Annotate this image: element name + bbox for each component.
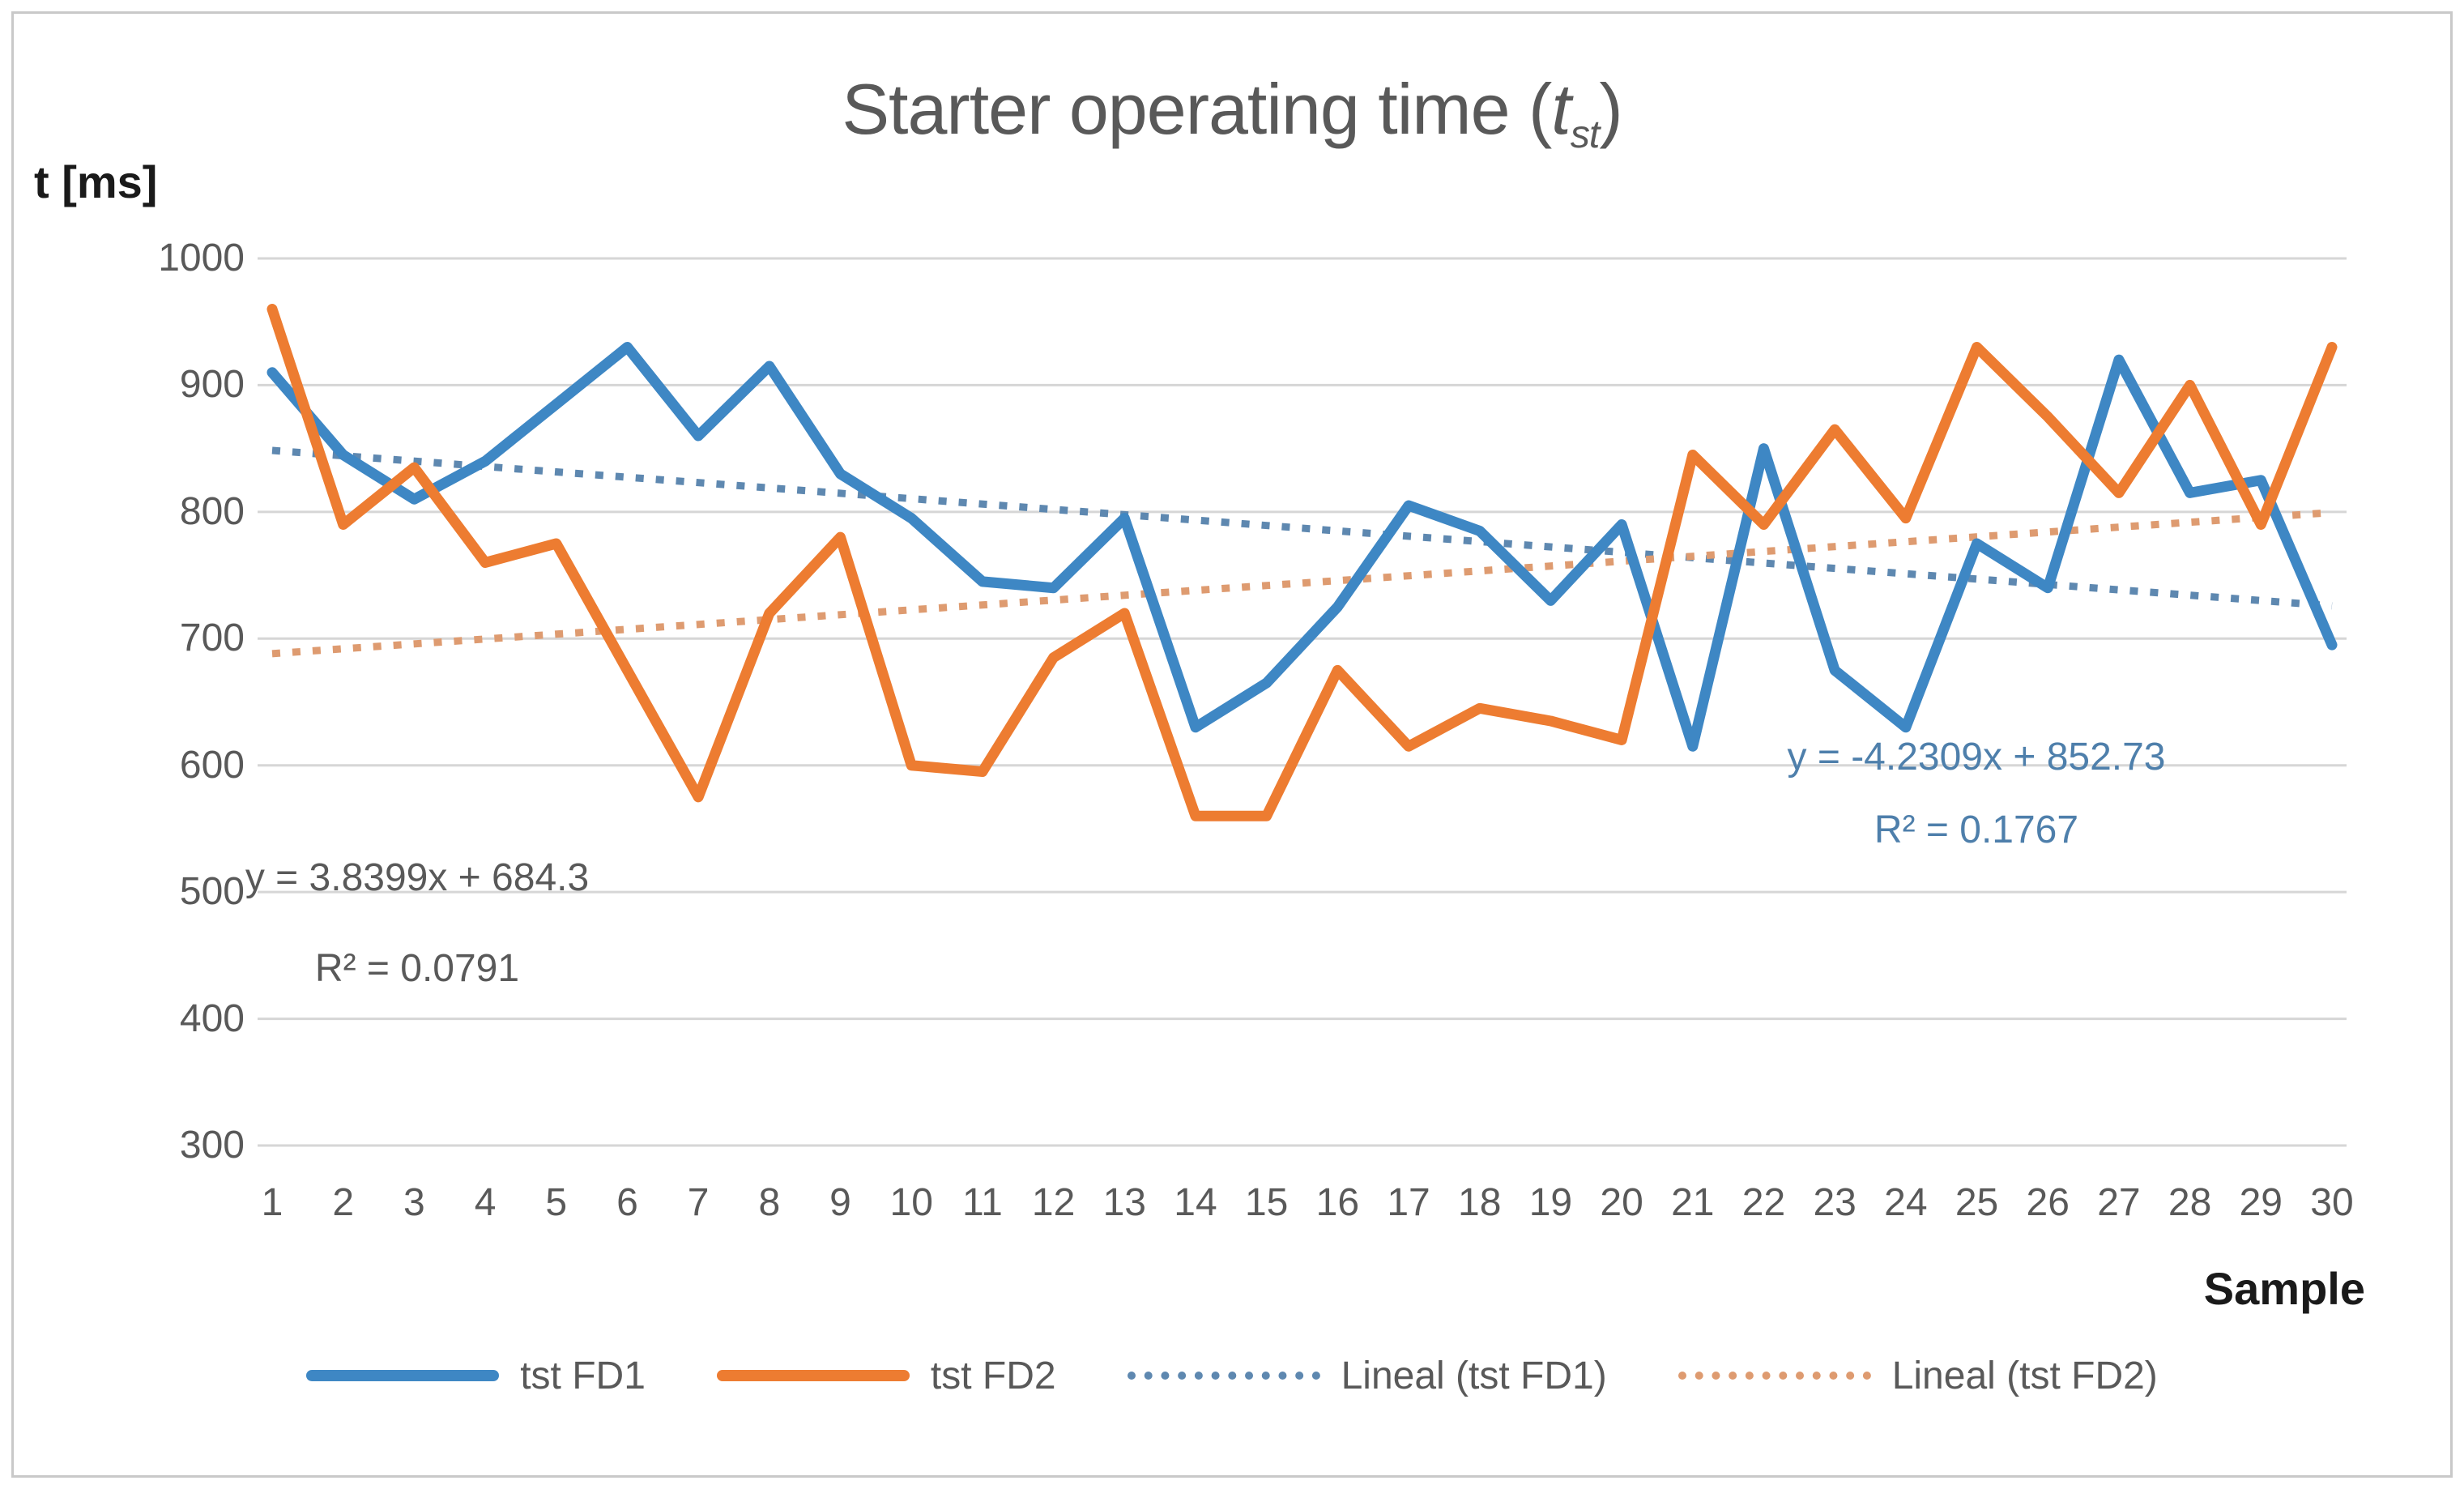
x-tick-label: 8 bbox=[758, 1181, 781, 1224]
x-tick-label: 25 bbox=[1955, 1181, 1999, 1224]
legend-line-swatch bbox=[716, 1370, 910, 1381]
y-tick-label: 700 bbox=[179, 617, 245, 660]
y-tick-label: 500 bbox=[179, 870, 245, 914]
x-tick-label: 24 bbox=[1884, 1181, 1928, 1224]
x-tick-label: 6 bbox=[616, 1181, 638, 1224]
x-tick-label: 30 bbox=[2310, 1181, 2354, 1224]
y-tick-label: 300 bbox=[179, 1124, 245, 1167]
legend-label: Lineal (tst FD2) bbox=[1891, 1354, 2158, 1397]
title-subscript: st bbox=[1570, 112, 1601, 156]
legend-dotted-line-swatch bbox=[1677, 1372, 1871, 1380]
legend: tst FD1 tst FD2 Lineal (tst FD1) Lineal (ts… bbox=[0, 1335, 2464, 1416]
legend-label: Lineal (tst FD1) bbox=[1341, 1354, 1607, 1397]
x-tick-label: 18 bbox=[1458, 1181, 1502, 1224]
x-tick-label: 23 bbox=[1813, 1181, 1857, 1224]
x-axis-title: Sample bbox=[2203, 1263, 2365, 1314]
legend-item: tst FD1 bbox=[306, 1354, 646, 1398]
trendline-equation-fd1: y = -4.2309x + 852.73 R² = 0.1767 bbox=[1750, 721, 2203, 867]
y-tick-label: 600 bbox=[179, 743, 245, 787]
y-tick-label: 800 bbox=[179, 489, 245, 533]
y-tick-label: 900 bbox=[179, 363, 245, 407]
title-variable: t bbox=[1551, 69, 1571, 149]
legend-label: tst FD2 bbox=[930, 1354, 1056, 1397]
title-suffix: ) bbox=[1599, 69, 1622, 149]
legend-line-swatch bbox=[306, 1370, 500, 1381]
x-tick-label: 13 bbox=[1102, 1181, 1146, 1224]
x-tick-label: 1 bbox=[261, 1181, 283, 1224]
x-tick-label: 20 bbox=[1600, 1181, 1643, 1224]
y-tick-label: 400 bbox=[179, 996, 245, 1040]
legend-dotted-line-swatch bbox=[1127, 1372, 1320, 1380]
x-tick-label: 26 bbox=[2026, 1181, 2070, 1224]
x-tick-label: 4 bbox=[474, 1181, 497, 1224]
x-tick-label: 3 bbox=[403, 1181, 425, 1224]
x-tick-label: 10 bbox=[889, 1181, 933, 1224]
x-tick-label: 21 bbox=[1671, 1181, 1715, 1224]
x-tick-label: 9 bbox=[829, 1181, 851, 1224]
equation-fd2-r2: R² = 0.0791 bbox=[314, 947, 520, 990]
chart-title: Starter operating time (tst) bbox=[0, 68, 2464, 157]
x-tick-label: 27 bbox=[2097, 1181, 2141, 1224]
x-tick-label: 5 bbox=[545, 1181, 568, 1224]
equation-fd1-r2: R² = 0.1767 bbox=[1874, 808, 2079, 851]
legend-item: Lineal (tst FD1) bbox=[1127, 1354, 1607, 1398]
equation-fd2-text: y = 3.8399x + 684.3 bbox=[245, 856, 590, 899]
legend-item: Lineal (tst FD2) bbox=[1677, 1354, 2158, 1398]
x-tick-label: 19 bbox=[1528, 1181, 1573, 1224]
series-line-tst-fd2 bbox=[266, 304, 2338, 821]
y-axis-title: t [ms] bbox=[34, 156, 158, 207]
x-tick-label: 7 bbox=[687, 1181, 710, 1224]
chart-title-text: Starter operating time ( bbox=[842, 69, 1552, 149]
series-line-tst-fd1 bbox=[266, 342, 2338, 752]
x-tick-label: 16 bbox=[1315, 1181, 1360, 1224]
x-tick-label: 2 bbox=[332, 1181, 355, 1224]
x-tick-label: 29 bbox=[2239, 1181, 2283, 1224]
x-tick-label: 11 bbox=[961, 1181, 1003, 1224]
x-tick-label: 12 bbox=[1031, 1181, 1076, 1224]
trendline-equation-fd2: y = 3.8399x + 684.3 R² = 0.0791 bbox=[190, 833, 644, 1014]
x-tick-label: 14 bbox=[1174, 1181, 1217, 1224]
x-tick-label: 15 bbox=[1244, 1181, 1289, 1224]
trendline-tst-fd1 bbox=[271, 446, 2333, 610]
x-tick-label: 22 bbox=[1741, 1181, 1786, 1224]
x-tick-label: 28 bbox=[2168, 1181, 2212, 1224]
x-tick-label: 17 bbox=[1387, 1181, 1430, 1224]
y-tick-label: 1000 bbox=[158, 237, 245, 279]
legend-label: tst FD1 bbox=[520, 1354, 646, 1397]
equation-fd1-text: y = -4.2309x + 852.73 bbox=[1787, 736, 2166, 779]
legend-item: tst FD2 bbox=[716, 1354, 1056, 1398]
